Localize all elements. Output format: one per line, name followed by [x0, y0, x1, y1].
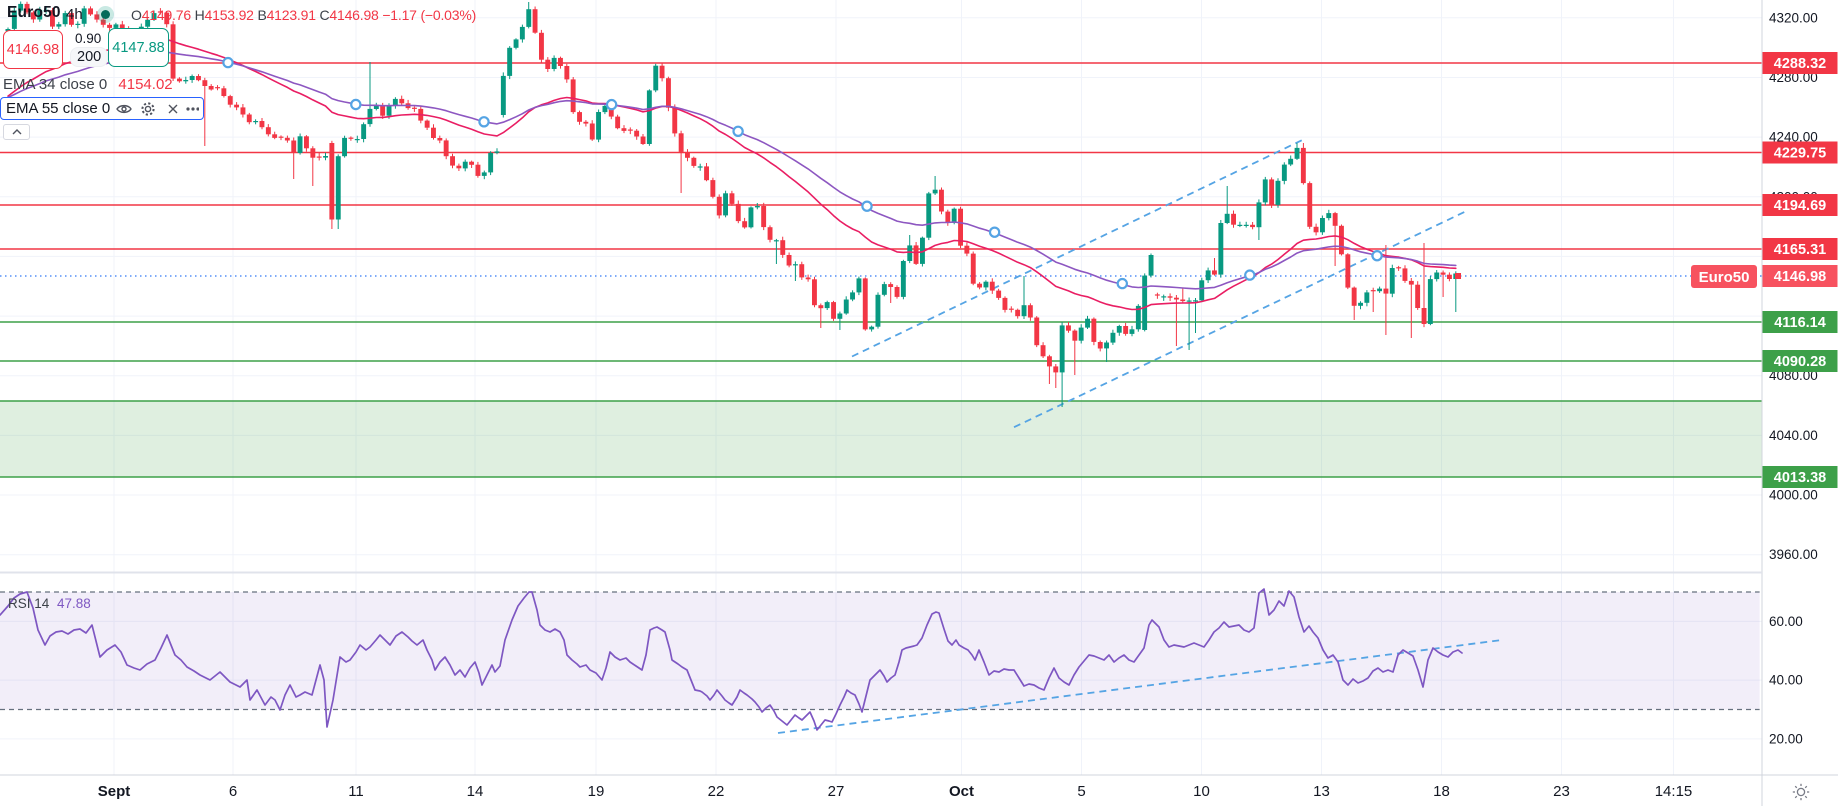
- svg-text:22: 22: [708, 783, 725, 800]
- svg-text:Euro50: Euro50: [1699, 269, 1750, 286]
- svg-text:27: 27: [828, 783, 845, 800]
- svg-text:60.00: 60.00: [1769, 614, 1803, 629]
- svg-text:4229.75: 4229.75: [1774, 146, 1826, 162]
- svg-text:4320.00: 4320.00: [1769, 10, 1818, 25]
- svg-text:13: 13: [1313, 783, 1330, 800]
- svg-text:4146.98: 4146.98: [1774, 269, 1826, 285]
- svg-text:4040.00: 4040.00: [1769, 428, 1818, 443]
- svg-text:19: 19: [588, 783, 605, 800]
- svg-text:23: 23: [1553, 783, 1570, 800]
- svg-text:4165.31: 4165.31: [1774, 242, 1826, 258]
- svg-text:14:15: 14:15: [1655, 783, 1693, 800]
- svg-text:14: 14: [467, 783, 484, 800]
- svg-text:4013.38: 4013.38: [1774, 470, 1826, 486]
- svg-text:4240.00: 4240.00: [1769, 130, 1818, 145]
- svg-text:40.00: 40.00: [1769, 673, 1803, 688]
- svg-text:5: 5: [1077, 783, 1085, 800]
- svg-text:4116.14: 4116.14: [1774, 315, 1826, 331]
- svg-text:4194.69: 4194.69: [1774, 198, 1826, 214]
- svg-text:4288.32: 4288.32: [1774, 56, 1826, 72]
- svg-text:10: 10: [1193, 783, 1210, 800]
- svg-text:6: 6: [229, 783, 237, 800]
- svg-text:18: 18: [1433, 783, 1450, 800]
- svg-text:4000.00: 4000.00: [1769, 488, 1818, 503]
- svg-text:4090.28: 4090.28: [1774, 354, 1826, 370]
- svg-text:3960.00: 3960.00: [1769, 547, 1818, 562]
- svg-text:Oct: Oct: [949, 783, 974, 800]
- svg-text:20.00: 20.00: [1769, 731, 1803, 746]
- svg-text:11: 11: [348, 783, 364, 800]
- svg-text:Sept: Sept: [98, 783, 131, 800]
